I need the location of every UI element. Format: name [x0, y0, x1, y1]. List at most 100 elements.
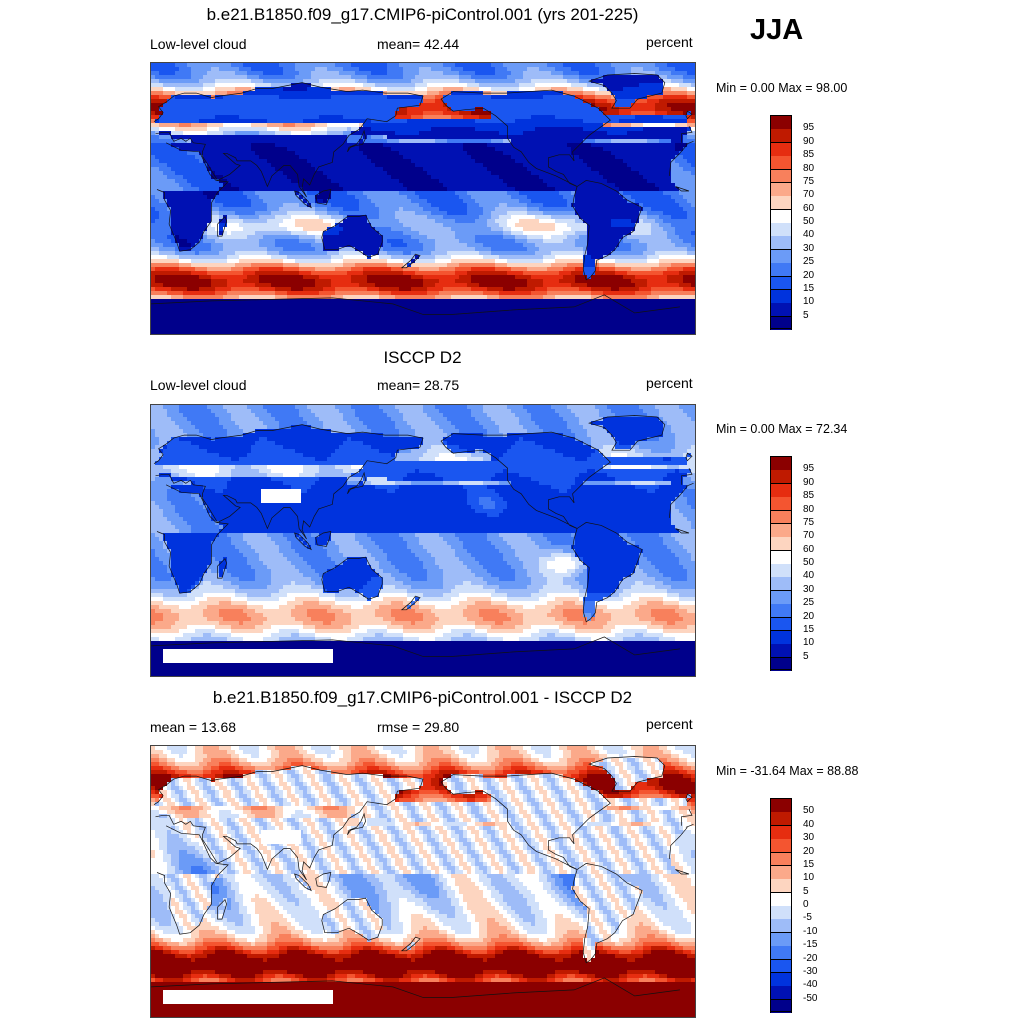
colorbar-tick-label: 60	[803, 544, 814, 555]
panel-3-rmse-label: rmse = 29.80	[377, 719, 459, 735]
panel-1-title: b.e21.B1850.f09_g17.CMIP6-piControl.001 …	[150, 5, 695, 25]
coastline-japan	[347, 471, 366, 494]
panel-1-minmax: Min = 0.00 Max = 98.00	[716, 81, 847, 95]
colorbar-tick-label: 70	[803, 530, 814, 541]
colorbar-tick-label: 30	[803, 832, 814, 843]
coastline-madagascar	[217, 215, 227, 237]
coastline-borneo	[315, 531, 332, 547]
colorbar-tick-label: 30	[803, 243, 814, 254]
coastline-eurasia	[153, 765, 694, 881]
panel-1-units-label: percent	[646, 34, 693, 50]
panel-2-minmax: Min = 0.00 Max = 72.34	[716, 422, 847, 436]
panel-3-map	[150, 745, 696, 1018]
coastline-antarctica-edge	[151, 977, 680, 998]
coastline-new-zealand	[400, 253, 421, 269]
colorbar-tick-label: -40	[803, 979, 817, 990]
colorbar-tick-label: -30	[803, 966, 817, 977]
colorbar-tick-label: 40	[803, 570, 814, 581]
colorbar-tick-label: 10	[803, 872, 814, 883]
colorbar-tick-label: 70	[803, 189, 814, 200]
panel-2-mean-label: mean= 28.75	[377, 377, 459, 393]
colorbar-tick-label: 5	[803, 651, 809, 662]
panel-2-title: ISCCP D2	[150, 348, 695, 368]
colorbar-tick-label: 75	[803, 517, 814, 528]
coastline-borneo	[315, 872, 332, 888]
coastline-japan	[347, 812, 366, 835]
panel-2-units-label: percent	[646, 375, 693, 391]
panel-1-mean-label: mean= 42.44	[377, 36, 459, 52]
coastline-uk	[685, 110, 693, 120]
coastline-greenland	[588, 756, 666, 792]
coastline-greenland	[588, 415, 666, 451]
colorbar-tick-label: -20	[803, 953, 817, 964]
missing-data-patch	[261, 489, 301, 503]
panel-3-colorbar: 50 40 30 20 15 10 5 0 -5 -10 -15 -20 -30 -40 -50	[770, 798, 830, 1013]
coastline-africa	[156, 142, 690, 252]
coastline-south-america	[572, 180, 643, 281]
map-field	[151, 405, 695, 676]
coastline-north-america	[440, 89, 611, 187]
missing-data-patch	[163, 649, 333, 663]
coastline-africa	[156, 484, 690, 594]
colorbar-tick-label: 30	[803, 584, 814, 595]
panel-2-map	[150, 404, 696, 677]
colorbar-tick-label: 80	[803, 163, 814, 174]
panel-2-variable-label: Low-level cloud	[150, 377, 247, 393]
colorbar-tick-label: 85	[803, 149, 814, 160]
coastline-sumatra	[294, 873, 312, 892]
missing-data-patch	[163, 990, 333, 1004]
coastline-new-zealand	[400, 936, 421, 952]
coastline-south-america	[572, 522, 643, 623]
panel-1-colorbar: 95 90 85 80 75 70 60 50 40 30 25 20 15 10 5	[770, 115, 830, 330]
colorbar-frame	[770, 798, 792, 1012]
coastlines	[151, 73, 694, 315]
coastline-north-america	[440, 772, 611, 870]
colorbar-tick-label: 40	[803, 229, 814, 240]
coastline-japan	[347, 129, 366, 152]
coastline-sumatra	[294, 190, 312, 209]
colorbar-tick-label: 85	[803, 490, 814, 501]
coastline-eurasia	[153, 82, 694, 198]
coastline-madagascar	[217, 898, 227, 920]
colorbar-tick-label: 50	[803, 557, 814, 568]
colorbar-tick-label: 40	[803, 819, 814, 830]
colorbar-tick-label: 15	[803, 859, 814, 870]
colorbar-tick-label: 20	[803, 846, 814, 857]
colorbar-tick-label: 90	[803, 477, 814, 488]
colorbar-tick-label: 25	[803, 597, 814, 608]
colorbar-tick-label: -50	[803, 993, 817, 1004]
coastline-sumatra	[294, 532, 312, 551]
coastlines	[151, 415, 694, 657]
panel-1-map	[150, 62, 696, 335]
coastline-greenland	[588, 73, 666, 109]
colorbar-tick-label: 0	[803, 899, 809, 910]
colorbar-tick-label: 90	[803, 136, 814, 147]
missing-data-patch	[261, 830, 301, 844]
panel-1-variable-label: Low-level cloud	[150, 36, 247, 52]
coastline-borneo	[315, 189, 332, 205]
panel-3-minmax: Min = -31.64 Max = 88.88	[716, 764, 858, 778]
coastlines	[151, 756, 694, 998]
colorbar-tick-label: -10	[803, 926, 817, 937]
colorbar-tick-label: 15	[803, 283, 814, 294]
coastline-uk	[685, 452, 693, 462]
coastline-australia	[321, 556, 383, 600]
panel-2-colorbar: 95 90 85 80 75 70 60 50 40 30 25 20 15 10 5	[770, 456, 830, 671]
panel-3-title: b.e21.B1850.f09_g17.CMIP6-piControl.001 …	[150, 688, 695, 708]
colorbar-tick-label: 75	[803, 176, 814, 187]
colorbar-frame	[770, 456, 792, 670]
colorbar-tick-label: 15	[803, 624, 814, 635]
colorbar-tick-label: -5	[803, 912, 812, 923]
colorbar-tick-label: 20	[803, 611, 814, 622]
colorbar-tick-label: 95	[803, 463, 814, 474]
colorbar-tick-label: 50	[803, 805, 814, 816]
colorbar-tick-label: 20	[803, 270, 814, 281]
coastline-madagascar	[217, 557, 227, 579]
colorbar-tick-label: 80	[803, 504, 814, 515]
panel-3-mean-label: mean = 13.68	[150, 719, 236, 735]
coastline-australia	[321, 897, 383, 941]
coastline-north-america	[440, 431, 611, 529]
colorbar-tick-label: 95	[803, 122, 814, 133]
coastline-antarctica-edge	[151, 294, 680, 315]
coastline-new-zealand	[400, 595, 421, 611]
